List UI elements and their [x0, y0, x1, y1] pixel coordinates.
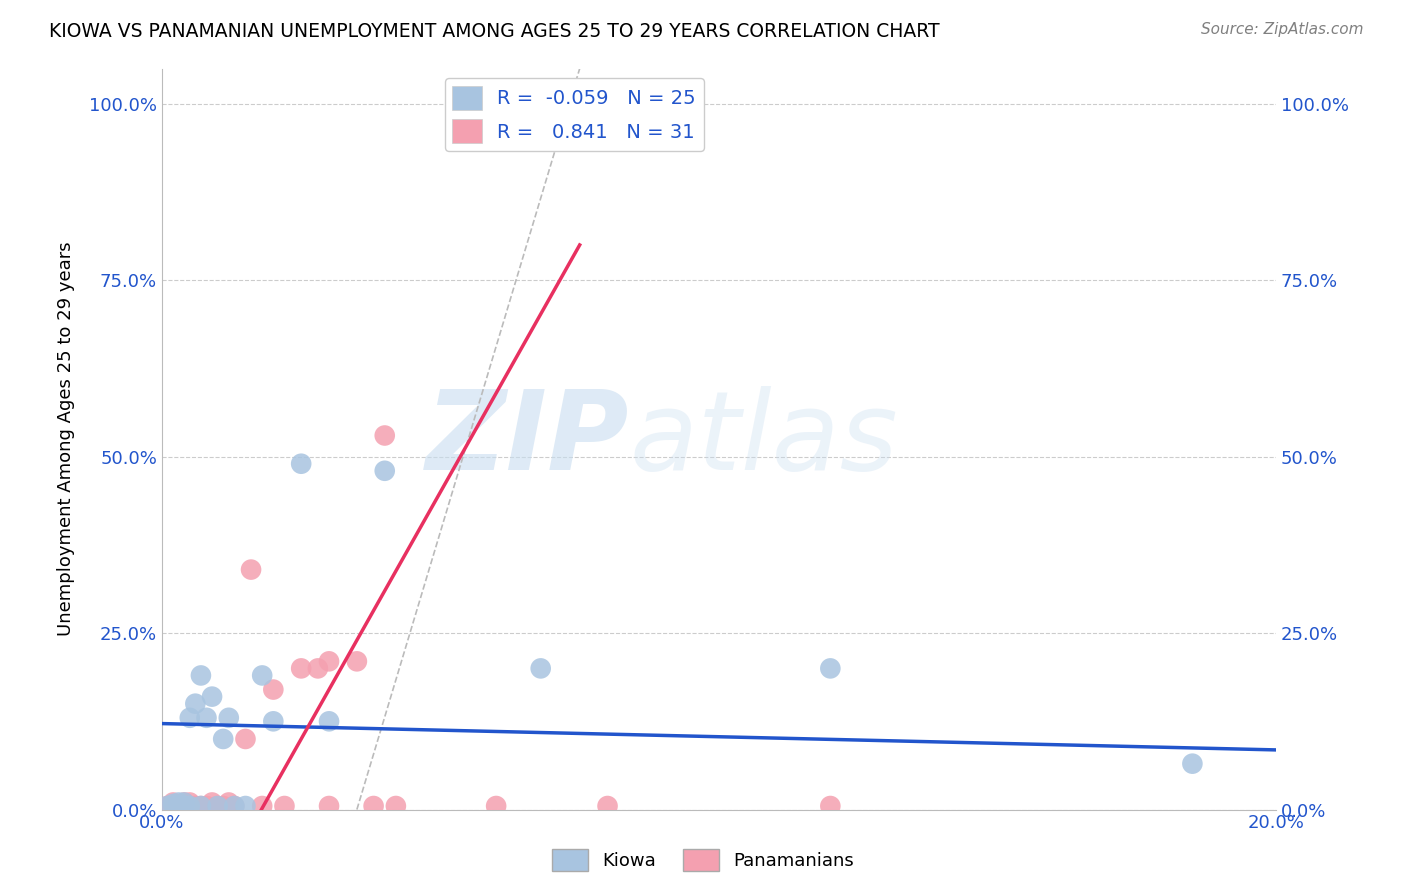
Point	[201, 690, 224, 704]
Point	[224, 799, 246, 814]
Point	[262, 714, 284, 729]
Text: KIOWA VS PANAMANIAN UNEMPLOYMENT AMONG AGES 25 TO 29 YEARS CORRELATION CHART: KIOWA VS PANAMANIAN UNEMPLOYMENT AMONG A…	[49, 22, 939, 41]
Point	[262, 682, 284, 697]
Point	[218, 796, 240, 810]
Point	[207, 799, 229, 814]
Point	[363, 799, 385, 814]
Point	[224, 799, 246, 814]
Point	[195, 711, 218, 725]
Point	[318, 799, 340, 814]
Point	[173, 796, 195, 810]
Point	[167, 796, 190, 810]
Point	[207, 799, 229, 814]
Point	[173, 796, 195, 810]
Text: Source: ZipAtlas.com: Source: ZipAtlas.com	[1201, 22, 1364, 37]
Point	[240, 563, 263, 577]
Point	[179, 799, 201, 814]
Point	[179, 799, 201, 814]
Point	[235, 799, 257, 814]
Point	[156, 799, 179, 814]
Legend: R =  -0.059   N = 25, R =   0.841   N = 31: R = -0.059 N = 25, R = 0.841 N = 31	[444, 78, 703, 151]
Point	[374, 464, 396, 478]
Point	[173, 799, 195, 814]
Point	[184, 799, 207, 814]
Point	[1181, 756, 1204, 771]
Y-axis label: Unemployment Among Ages 25 to 29 years: Unemployment Among Ages 25 to 29 years	[58, 242, 75, 636]
Point	[307, 661, 329, 675]
Point	[162, 796, 184, 810]
Point	[235, 731, 257, 746]
Point	[273, 799, 295, 814]
Point	[820, 799, 842, 814]
Point	[195, 799, 218, 814]
Point	[250, 799, 273, 814]
Point	[212, 799, 235, 814]
Legend: Kiowa, Panamanians: Kiowa, Panamanians	[544, 842, 862, 879]
Point	[346, 654, 368, 668]
Point	[385, 799, 408, 814]
Point	[190, 799, 212, 814]
Point	[374, 428, 396, 442]
Point	[201, 796, 224, 810]
Point	[212, 731, 235, 746]
Point	[530, 661, 553, 675]
Point	[173, 799, 195, 814]
Point	[184, 697, 207, 711]
Point	[167, 799, 190, 814]
Point	[596, 799, 619, 814]
Point	[820, 661, 842, 675]
Point	[318, 654, 340, 668]
Point	[250, 668, 273, 682]
Point	[290, 661, 312, 675]
Point	[190, 799, 212, 814]
Point	[162, 797, 184, 811]
Point	[190, 668, 212, 682]
Point	[179, 796, 201, 810]
Text: ZIP: ZIP	[426, 385, 630, 492]
Point	[485, 799, 508, 814]
Point	[156, 799, 179, 814]
Point	[318, 714, 340, 729]
Point	[179, 711, 201, 725]
Point	[218, 711, 240, 725]
Point	[290, 457, 312, 471]
Text: atlas: atlas	[630, 385, 898, 492]
